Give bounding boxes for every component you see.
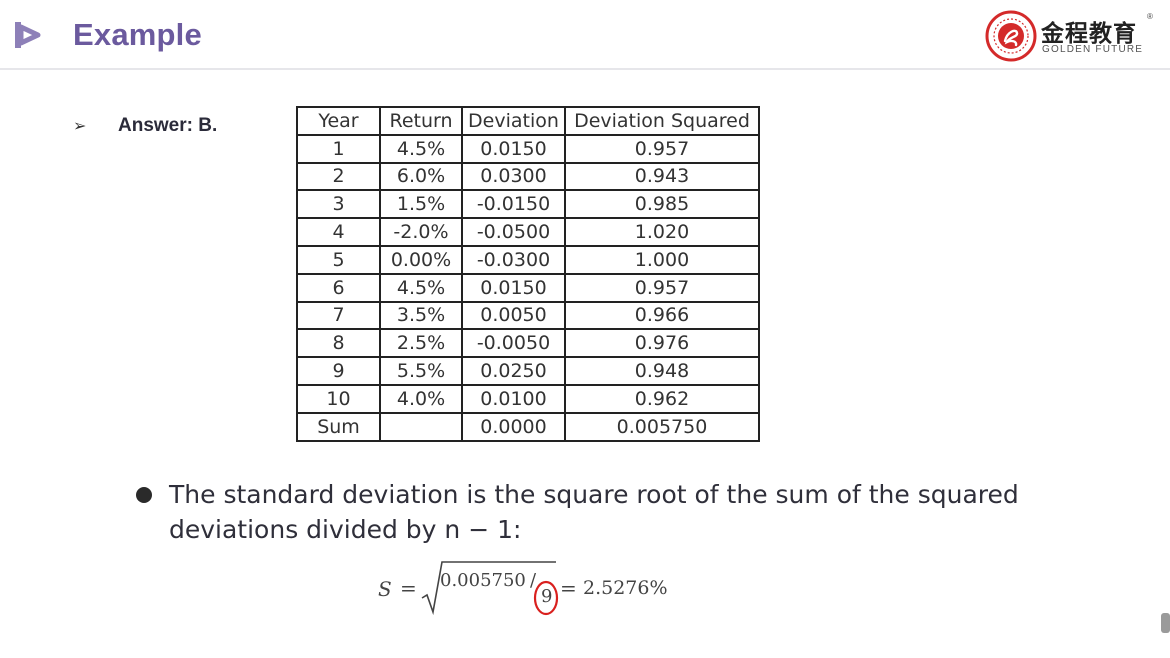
formula-result: 2.5276% — [583, 577, 668, 599]
cell-deviation: 0.0100 — [461, 383, 566, 414]
explanation-text: The standard deviation is the square roo… — [169, 480, 1019, 544]
cell-deviation-squared: 1.020 — [564, 217, 760, 247]
handwritten-circle-annotation — [533, 580, 559, 616]
cell-deviation-squared: 0.005750 — [564, 411, 760, 442]
cell-deviation-squared: 0.976 — [564, 328, 760, 359]
golden-future-seal-icon — [985, 10, 1037, 62]
header-deviation: Deviation — [461, 106, 566, 136]
table-row: 3 1.5% -0.0150 0.985 — [296, 189, 760, 220]
square-root-sign-icon — [421, 561, 556, 616]
arrow-bullet-icon: ➢ — [73, 118, 87, 135]
cell-year: 2 — [296, 161, 381, 192]
cell-deviation-squared: 0.966 — [564, 300, 760, 331]
cell-deviation-squared: 0.943 — [564, 161, 760, 192]
cell-deviation: -0.0500 — [461, 217, 566, 247]
deviation-table: Year Return Deviation Deviation Squared … — [296, 106, 760, 442]
formula-slash: / — [530, 570, 537, 591]
cell-year: 5 — [296, 244, 381, 275]
page-title: Example — [73, 17, 202, 52]
brand-logo: 金程教育 ® GOLDEN FUTURE — [985, 10, 1160, 62]
brand-name-cn: 金程教育 — [1041, 21, 1137, 47]
std-dev-formula: S = 0.005750 / 9 = 2.5276% — [378, 560, 698, 620]
cell-year: 6 — [296, 272, 381, 303]
formula-equals-result: = — [560, 576, 577, 600]
cell-return: 4.5% — [379, 272, 463, 303]
cell-year: Sum — [296, 411, 381, 442]
cell-deviation-squared: 0.985 — [564, 189, 760, 220]
table-row: 9 5.5% 0.0250 0.948 — [296, 356, 760, 386]
cell-deviation-squared: 0.962 — [564, 383, 760, 414]
cell-deviation: -0.0300 — [461, 244, 566, 275]
cell-deviation: -0.0150 — [461, 189, 566, 220]
cell-deviation: 0.0150 — [461, 133, 566, 164]
table-header-row: Year Return Deviation Deviation Squared — [296, 106, 760, 136]
play-logo-icon — [15, 22, 41, 48]
cell-return — [379, 411, 463, 442]
table-row: 7 3.5% 0.0050 0.966 — [296, 300, 760, 331]
formula-numerator: 0.005750 — [440, 570, 526, 591]
cell-year: 4 — [296, 217, 381, 247]
table-sum-row: Sum 0.0000 0.005750 — [296, 411, 760, 442]
cell-year: 1 — [296, 133, 381, 164]
table-row: 10 4.0% 0.0100 0.962 — [296, 383, 760, 414]
cell-return: 2.5% — [379, 328, 463, 359]
cell-return: -2.0% — [379, 217, 463, 247]
cell-return: 1.5% — [379, 189, 463, 220]
cell-deviation-squared: 1.000 — [564, 244, 760, 275]
cell-deviation-squared: 0.957 — [564, 133, 760, 164]
formula-lhs: S — [378, 577, 392, 601]
slide-header: Example 金程教育 ® GOLDEN FUTURE — [0, 0, 1170, 70]
cell-year: 9 — [296, 356, 381, 386]
cell-year: 10 — [296, 383, 381, 414]
cell-deviation: 0.0300 — [461, 161, 566, 192]
header-year: Year — [296, 106, 381, 136]
registered-mark-icon: ® — [1147, 12, 1153, 21]
bullet-dot-icon — [136, 487, 152, 503]
cell-year: 3 — [296, 189, 381, 220]
cell-deviation: 0.0250 — [461, 356, 566, 386]
cell-year: 7 — [296, 300, 381, 331]
cell-return: 6.0% — [379, 161, 463, 192]
table-row: 4 -2.0% -0.0500 1.020 — [296, 217, 760, 247]
table-row: 2 6.0% 0.0300 0.943 — [296, 161, 760, 192]
cell-deviation: 0.0000 — [461, 411, 566, 442]
cell-return: 5.5% — [379, 356, 463, 386]
header-deviation-squared: Deviation Squared — [564, 106, 760, 136]
table-row: 1 4.5% 0.0150 0.957 — [296, 133, 760, 164]
cell-deviation: -0.0050 — [461, 328, 566, 359]
cell-deviation: 0.0050 — [461, 300, 566, 331]
header-return: Return — [379, 106, 463, 136]
cell-deviation-squared: 0.957 — [564, 272, 760, 303]
cell-return: 3.5% — [379, 300, 463, 331]
formula-denominator: 9 — [541, 586, 553, 607]
table-row: 6 4.5% 0.0150 0.957 — [296, 272, 760, 303]
table-row: 8 2.5% -0.0050 0.976 — [296, 328, 760, 359]
cell-deviation: 0.0150 — [461, 272, 566, 303]
answer-text: Answer: B. — [118, 115, 218, 136]
cell-deviation-squared: 0.948 — [564, 356, 760, 386]
cell-year: 8 — [296, 328, 381, 359]
brand-name-en: GOLDEN FUTURE — [1042, 44, 1144, 55]
cell-return: 4.0% — [379, 383, 463, 414]
cell-return: 4.5% — [379, 133, 463, 164]
table-row: 5 0.00% -0.0300 1.000 — [296, 244, 760, 275]
cell-return: 0.00% — [379, 244, 463, 275]
scrollbar-thumb[interactable] — [1161, 613, 1170, 633]
formula-equals: = — [400, 576, 417, 600]
